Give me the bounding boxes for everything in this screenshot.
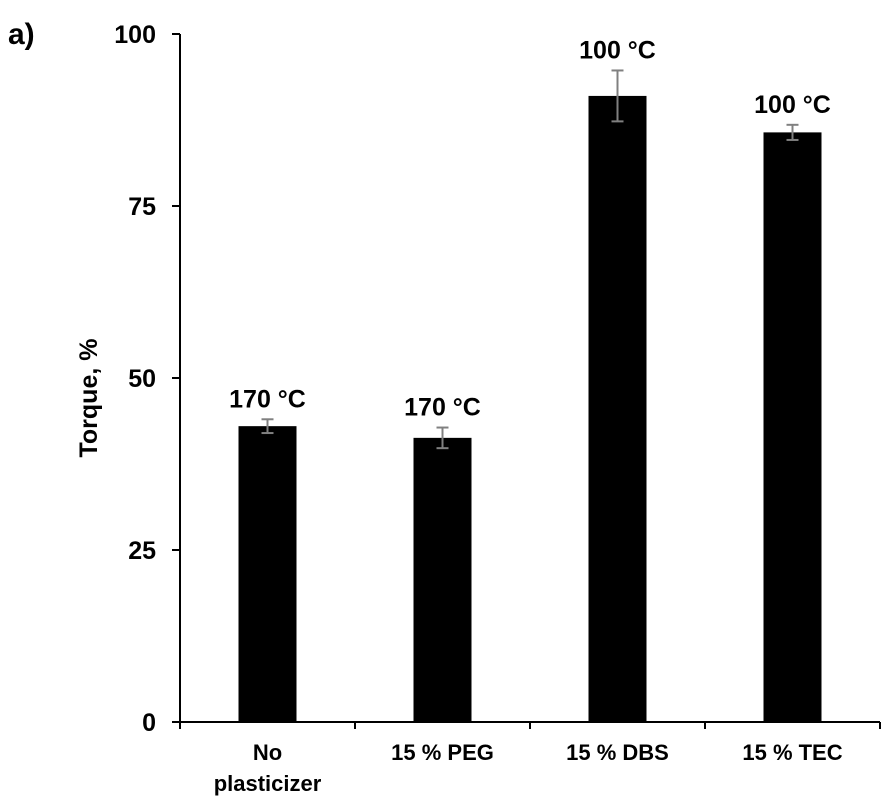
error-bar (786, 123, 799, 141)
error-bar (611, 69, 624, 123)
y-tick-label: 100 (114, 21, 156, 49)
bar-data-label: 170 °C (229, 385, 306, 413)
panel-label: a) (8, 18, 35, 51)
bar (763, 132, 822, 722)
bar (413, 437, 472, 722)
bar-data-label: 100 °C (754, 91, 831, 119)
bar (238, 426, 297, 722)
y-tick-label: 25 (128, 537, 156, 565)
bar-labels-group: 170 °C 170 °C 100 °C 100 °C (229, 36, 831, 421)
y-tick-label: 75 (128, 193, 156, 221)
bar-data-label: 170 °C (404, 394, 481, 422)
error-bars-group (261, 69, 799, 450)
y-tick-label: 0 (142, 709, 156, 737)
bar (588, 95, 647, 723)
bar-data-label: 100 °C (579, 36, 656, 64)
bars-group (238, 95, 822, 723)
y-tick-label: 50 (128, 365, 156, 393)
error-bar (436, 426, 449, 450)
x-ticks-group: No plasticizer 15 % PEG 15 % DBS 15 % TEC (179, 722, 881, 796)
y-axis-label: Torque, % (75, 339, 103, 458)
y-ticks-group: 0 25 50 75 100 (114, 21, 180, 737)
x-category-label: 15 % PEG (391, 740, 494, 765)
error-bar (261, 418, 274, 435)
x-category-label: No plasticizer (214, 740, 322, 796)
x-category-label: 15 % DBS (566, 740, 669, 765)
x-category-label: 15 % TEC (742, 740, 842, 765)
